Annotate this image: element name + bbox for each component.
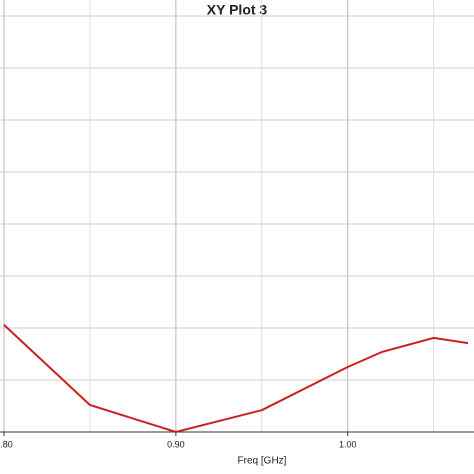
chart-title: XY Plot 3 — [207, 2, 268, 18]
x-tick-label: 0.80 — [0, 439, 13, 449]
x-tick-label: 1.00 — [339, 439, 357, 449]
x-tick-label: 0.90 — [167, 439, 185, 449]
series-line — [3, 324, 469, 434]
x-axis-label: Freq [GHz] — [238, 456, 287, 467]
